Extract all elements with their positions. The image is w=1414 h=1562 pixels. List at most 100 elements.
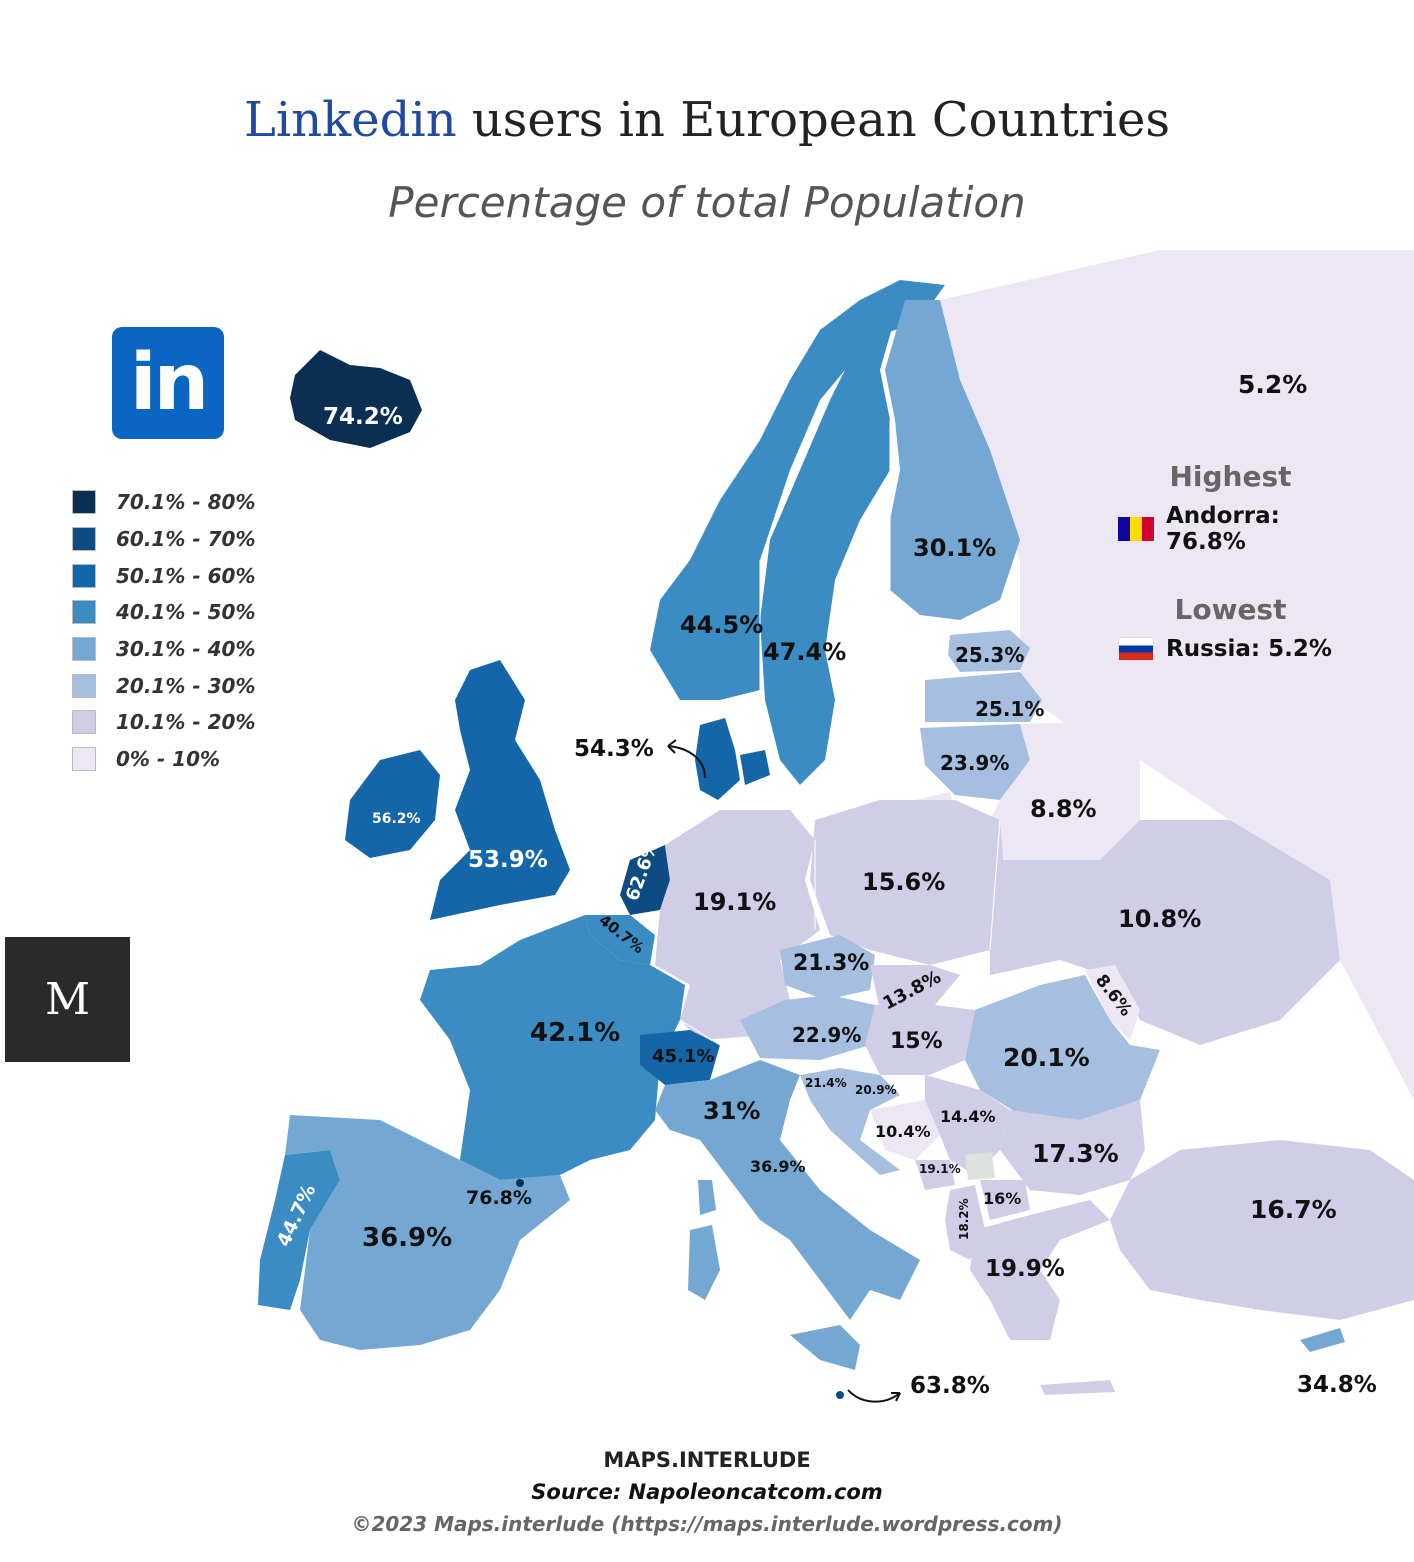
- label-albania: 18.2%: [957, 1198, 971, 1240]
- region-uk: [430, 660, 570, 920]
- region-denmark: [695, 718, 740, 800]
- label-denmark: 54.3%: [574, 736, 654, 762]
- region-portugal: [258, 1150, 340, 1310]
- malta-arrowhead: [891, 1392, 901, 1402]
- lowest-heading: Lowest: [1174, 593, 1287, 626]
- region-bosnia: [870, 1100, 940, 1160]
- label-latvia: 25.1%: [975, 697, 1044, 721]
- region-russia: [940, 250, 1414, 1100]
- label-malta: 63.8%: [910, 1373, 990, 1399]
- region-slovakia: [870, 965, 960, 1010]
- region-germany: [655, 810, 820, 1040]
- highest-heading: Highest: [1169, 460, 1292, 493]
- region-sicily: [790, 1325, 860, 1370]
- label-switzerland: 45.1%: [652, 1046, 714, 1067]
- region-croatia: [810, 1068, 900, 1175]
- highest-row: Andorra: 76.8%: [1118, 503, 1358, 555]
- region-hungary: [865, 1005, 975, 1075]
- label-uk: 53.9%: [468, 847, 548, 873]
- legend-swatch: [72, 747, 96, 772]
- label-italy: 31%: [703, 1097, 760, 1125]
- brand-logo: M: [5, 937, 130, 1062]
- region-poland: [810, 800, 1005, 965]
- region-montenegro: [915, 1160, 955, 1190]
- malta-arrow: [847, 1389, 901, 1403]
- legend-label: 70.1% - 80%: [116, 490, 256, 515]
- legend-item: 60.1% - 70%: [72, 521, 255, 558]
- region-sardinia: [688, 1225, 720, 1300]
- highest-value: Andorra: 76.8%: [1166, 503, 1280, 555]
- legend-swatch: [72, 490, 96, 515]
- region-ukraine: [990, 820, 1340, 1045]
- denmark-arrow: [667, 745, 706, 779]
- title-accent: Linkedin: [244, 92, 457, 148]
- label-austria: 22.9%: [792, 1023, 861, 1047]
- denmark-arrowhead: [667, 739, 677, 754]
- region-latvia: [925, 672, 1042, 722]
- legend-label: 0% - 10%: [116, 747, 221, 772]
- region-macedonia: [980, 1180, 1030, 1220]
- legend-item: 20.1% - 30%: [72, 667, 255, 704]
- region-france: [420, 915, 685, 1180]
- label-andorra: 76.8%: [466, 1187, 532, 1209]
- label-romania: 20.1%: [1003, 1043, 1090, 1072]
- region-romania: [965, 975, 1160, 1120]
- legend-swatch: [72, 600, 96, 625]
- legend-label: 40.1% - 50%: [116, 600, 256, 625]
- region-greece: [970, 1200, 1110, 1340]
- region-serbia: [925, 1075, 1010, 1175]
- region-czechia: [780, 935, 875, 1000]
- legend-label: 50.1% - 60%: [116, 563, 256, 588]
- region-finland: [885, 300, 1020, 620]
- region-norway: [650, 280, 945, 700]
- region-slovenia: [800, 1068, 850, 1100]
- label-poland: 15.6%: [862, 868, 945, 896]
- label-montenegro: 19.1%: [919, 1162, 961, 1176]
- label-slovenia: 21.4%: [805, 1076, 847, 1090]
- legend-label: 60.1% - 70%: [116, 527, 256, 552]
- region-estonia: [948, 630, 1030, 672]
- region-bulgaria: [1000, 1100, 1145, 1195]
- footer-brand: MAPS.INTERLUDE: [603, 1448, 811, 1472]
- country-borders: [679, 420, 1001, 1046]
- label-finland: 30.1%: [913, 534, 996, 562]
- region-austria: [740, 995, 875, 1060]
- label-france: 42.1%: [530, 1018, 620, 1048]
- region-crete: [1040, 1380, 1115, 1395]
- region-turkey: [1110, 1140, 1414, 1320]
- legend-swatch: [72, 563, 96, 588]
- label-ireland: 56.2%: [372, 811, 421, 827]
- map-subtitle: Percentage of total Population: [388, 178, 1026, 227]
- region-netherlands: [620, 845, 670, 915]
- label-iceland: 74.2%: [323, 404, 403, 430]
- region-sweden: [760, 300, 900, 785]
- label-estonia: 25.3%: [955, 643, 1024, 667]
- label-cyprus: 34.8%: [1297, 1372, 1377, 1398]
- label-spain: 36.9%: [362, 1223, 452, 1253]
- label-san-marino: 36.9%: [750, 1157, 806, 1176]
- legend-item: 70.1% - 80%: [72, 484, 255, 521]
- label-germany: 19.1%: [693, 888, 776, 916]
- legend-item: 10.1% - 20%: [72, 704, 255, 741]
- footer-source: Source: Napoleoncatcom.com: [531, 1480, 883, 1504]
- legend-label: 10.1% - 20%: [116, 710, 256, 735]
- linkedin-logo: in: [112, 327, 224, 439]
- region-italy: [655, 1060, 920, 1320]
- label-lithuania: 23.9%: [940, 751, 1009, 775]
- label-turkey: 16.7%: [1250, 1195, 1337, 1224]
- region-kosovo: [965, 1152, 995, 1180]
- lowest-row: Russia: 5.2%: [1118, 636, 1358, 662]
- label-russia: 5.2%: [1238, 370, 1307, 399]
- label-ukraine: 10.8%: [1118, 905, 1201, 933]
- legend-item: 50.1% - 60%: [72, 557, 255, 594]
- legend-swatch: [72, 637, 96, 662]
- region-malta: [836, 1391, 844, 1399]
- label-norway: 44.5%: [680, 611, 763, 639]
- andorra-flag-icon: [1118, 517, 1154, 541]
- label-hungary: 15%: [890, 1029, 943, 1054]
- label-croatia: 20.9%: [855, 1083, 897, 1097]
- footer-copyright: ©2023 Maps.interlude (https://maps.inter…: [351, 1512, 1063, 1536]
- region-ireland: [345, 750, 440, 858]
- label-belarus: 8.8%: [1030, 795, 1097, 823]
- legend-swatch: [72, 673, 96, 698]
